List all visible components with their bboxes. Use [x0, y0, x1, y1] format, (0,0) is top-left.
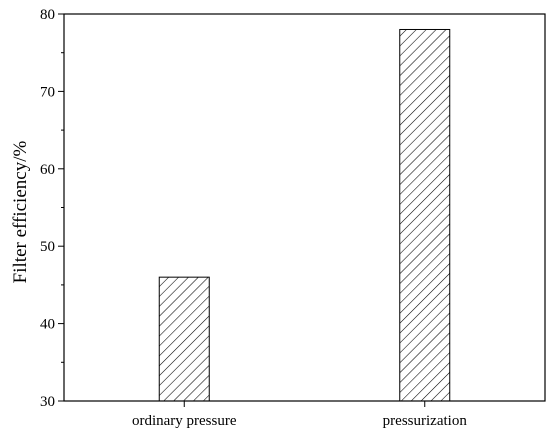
- plot-frame: [63, 13, 546, 402]
- x-tick-label-2: pressurization: [383, 413, 468, 429]
- y-tick-label-40: 40: [40, 317, 55, 333]
- y-axis-title: Filter efficiency/%: [10, 141, 31, 284]
- y-tick-label-70: 70: [40, 84, 55, 100]
- y-tick-label-80: 80: [40, 7, 55, 23]
- y-tick-label-60: 60: [40, 162, 55, 178]
- y-tick-label-50: 50: [40, 239, 55, 255]
- y-tick-label-30: 30: [40, 394, 55, 410]
- bar-1: [158, 276, 210, 402]
- bar-2: [399, 28, 451, 402]
- x-tick-label-1: ordinary pressure: [132, 413, 237, 429]
